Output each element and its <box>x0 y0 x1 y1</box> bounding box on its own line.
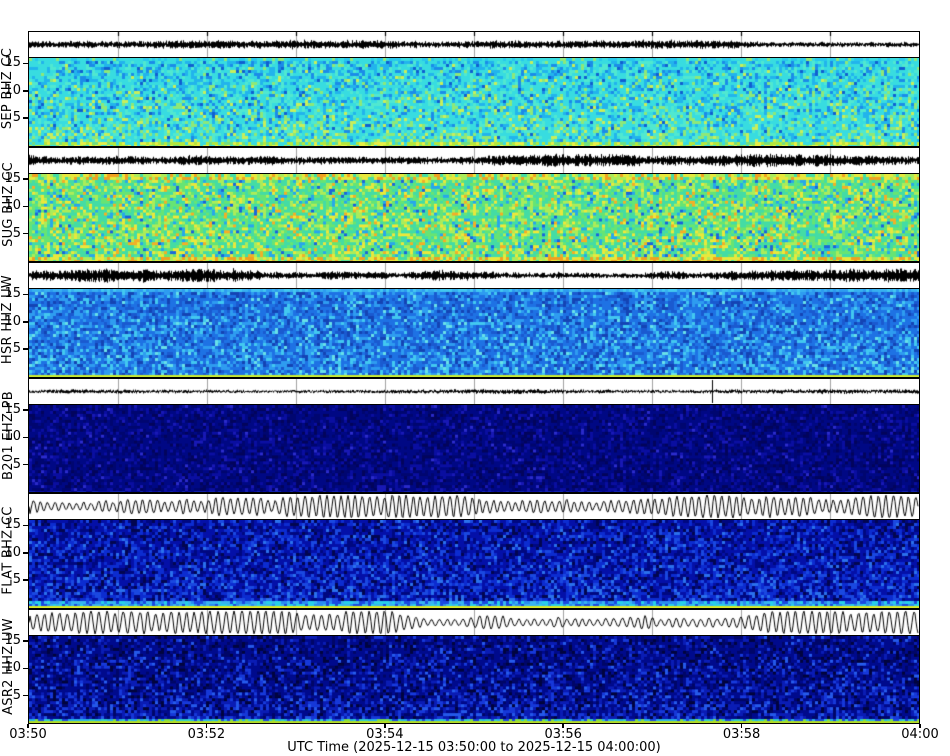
waveform-strip <box>29 263 919 288</box>
x-tick-mark <box>384 724 386 728</box>
freq-tick-label: 15 <box>4 402 21 418</box>
spectrogram-canvas <box>29 173 919 261</box>
x-tick-label: 03:50 <box>9 727 47 742</box>
x-tick-mark <box>740 724 743 728</box>
channel-panel-hsr: HSR HHZ UW 15 10 5 <box>1 261 919 377</box>
waveform-strip <box>29 609 919 635</box>
x-tick-label: 04:00 <box>901 727 939 742</box>
x-tick-label: 03:58 <box>722 727 761 742</box>
channel-panel-sep: SEP BHZ CC 15 10 5 <box>1 32 919 146</box>
freq-tick-mark <box>23 348 29 350</box>
x-tick-mark <box>919 724 921 728</box>
x-axis-label: UTC Time (2025-12-15 03:50:00 to 2025-12… <box>287 740 661 755</box>
freq-tick-label: 5 <box>12 341 21 357</box>
x-tick-label: 03:52 <box>187 727 226 742</box>
freq-tick-label: 15 <box>4 633 21 649</box>
freq-tick-mark <box>23 640 29 642</box>
freq-tick-mark <box>23 463 29 466</box>
freq-tick-label: 10 <box>4 545 21 561</box>
waveform-canvas <box>29 494 919 519</box>
freq-tick-mark <box>23 117 29 119</box>
freq-tick-label: 5 <box>12 572 21 588</box>
freq-tick-mark <box>23 62 29 65</box>
waveform-canvas <box>29 263 919 288</box>
freq-tick-label: 5 <box>12 225 21 241</box>
freq-tick-mark <box>23 409 29 411</box>
waveform-strip <box>29 494 919 519</box>
freq-tick-mark <box>23 293 29 296</box>
plot-area: SEP BHZ CC 15 10 5 SUG BHZ CC 15 10 5 HSR HHZ UW… <box>1 31 920 724</box>
freq-tick-label: 10 <box>4 314 21 330</box>
spectrogram: 15 10 5 <box>4 402 919 492</box>
spectrogram: 15 10 5 <box>4 633 919 723</box>
x-tick-mark <box>27 724 29 728</box>
waveform-strip <box>29 147 919 173</box>
spectrogram-canvas <box>29 289 919 377</box>
freq-tick-label: 5 <box>12 110 21 126</box>
channel-panel-flat: FLAT BHZ CC 15 10 5 <box>1 492 919 608</box>
spectrogram-canvas <box>29 635 919 723</box>
waveform-strip <box>29 378 919 404</box>
freq-tick-mark <box>23 524 29 527</box>
freq-tick-label: 10 <box>4 198 21 214</box>
freq-tick-label: 10 <box>4 429 21 445</box>
channel-panel-sug: SUG BHZ CC 15 10 5 <box>1 145 919 261</box>
freq-tick-mark <box>23 90 29 92</box>
spectrogram: 15 10 5 <box>4 518 919 608</box>
waveform-canvas <box>29 378 919 404</box>
x-tick-label: 03:56 <box>544 727 582 742</box>
freq-tick-label: 15 <box>4 171 21 187</box>
freq-tick-mark <box>23 552 29 554</box>
freq-tick-label: 5 <box>12 456 21 472</box>
freq-tick-mark <box>23 178 29 180</box>
freq-tick-label: 15 <box>4 55 21 71</box>
channel-panel-asr2: ASR2 HHZ UW 15 10 5 <box>1 607 919 723</box>
spectrogram-canvas <box>29 58 919 146</box>
freq-tick-label: 5 <box>12 687 21 703</box>
waveform-canvas <box>29 609 919 635</box>
freq-tick-mark <box>23 321 29 323</box>
waveform-canvas <box>29 32 919 57</box>
freq-tick-label: 10 <box>4 83 21 99</box>
freq-tick-label: 15 <box>4 286 21 302</box>
channel-panel-b201: B201 EHZ PB 15 10 5 <box>1 376 919 492</box>
waveform-canvas <box>29 147 919 173</box>
freq-tick-mark <box>23 232 29 235</box>
x-tick-mark <box>205 724 208 728</box>
x-tick-label: 03:54 <box>366 727 404 742</box>
freq-tick-mark <box>23 579 29 581</box>
freq-tick-mark <box>23 667 29 670</box>
freq-tick-label: 15 <box>4 517 21 533</box>
spectrogram: 15 10 5 <box>4 171 919 261</box>
spectrogram-canvas <box>29 404 919 492</box>
freq-tick-label: 10 <box>4 660 21 676</box>
x-tick-mark <box>562 724 564 728</box>
spectrogram: 15 10 5 <box>4 56 919 146</box>
waveform-strip <box>29 32 919 57</box>
spectrogram: 15 10 5 <box>4 287 919 377</box>
spectrogram-canvas <box>29 520 919 608</box>
freq-tick-mark <box>23 436 29 439</box>
freq-tick-mark <box>23 694 29 697</box>
freq-tick-mark <box>23 205 29 208</box>
